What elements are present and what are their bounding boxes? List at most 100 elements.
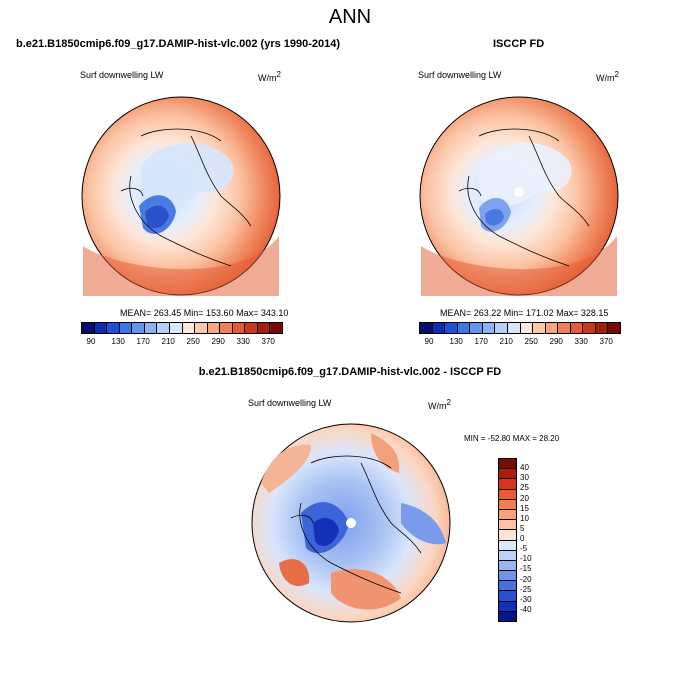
colorbar-tick-label: 0 xyxy=(520,534,525,543)
colorbar-swatch xyxy=(499,560,516,572)
colorbar-swatch xyxy=(157,323,170,333)
panel3-field-label: Surf downwelling LW xyxy=(248,398,332,408)
colorbar-swatch xyxy=(533,323,546,333)
colorbar-swatch xyxy=(257,323,271,333)
colorbar-tick-label: 250 xyxy=(186,337,200,346)
colorbar-tick-label: 130 xyxy=(111,337,125,346)
panel1-stats: MEAN= 263.45 Min= 153.60 Max= 343.10 xyxy=(120,308,289,318)
colorbar-swatch xyxy=(457,323,471,333)
colorbar-swatch xyxy=(570,323,584,333)
colorbar-tick-label: 5 xyxy=(520,523,525,533)
colorbar-tick-label: 130 xyxy=(449,337,463,346)
colorbar-swatch xyxy=(144,323,158,333)
colorbar-tick-label: 30 xyxy=(520,473,529,483)
colorbar-swatch xyxy=(608,323,620,333)
colorbar-swatch xyxy=(499,530,516,541)
panel1-heading: b.e21.B1850cmip6.f09_g17.DAMIP-hist-vlc.… xyxy=(16,38,341,50)
colorbar-swatch xyxy=(499,591,516,602)
panel1-units: W/m2 xyxy=(258,70,281,83)
colorbar-tick-label: 370 xyxy=(261,337,275,346)
colorbar-tick-label: 210 xyxy=(499,337,513,346)
panel2-colorbar xyxy=(419,322,621,334)
colorbar-tick-label: -15 xyxy=(520,564,532,574)
colorbar-tick-label: 210 xyxy=(161,337,175,346)
colorbar-swatch xyxy=(182,323,196,333)
colorbar-tick-label: 250 xyxy=(524,337,538,346)
colorbar-tick-label: -5 xyxy=(520,544,528,554)
colorbar-swatch xyxy=(499,611,516,621)
panel1-map xyxy=(81,96,281,296)
colorbar-swatch xyxy=(499,479,516,490)
colorbar-tick-label: 40 xyxy=(520,463,529,473)
colorbar-tick-label: 90 xyxy=(86,337,96,346)
colorbar-tick-label: 90 xyxy=(424,337,434,346)
colorbar-swatch xyxy=(499,520,516,531)
colorbar-swatch xyxy=(545,323,559,333)
colorbar-swatch xyxy=(499,601,516,612)
colorbar-swatch xyxy=(245,323,258,333)
panel1-colorbar-labels: 90 130 170 210 250 290 330 370 xyxy=(81,337,281,349)
panel2-units: W/m2 xyxy=(596,70,619,83)
colorbar-tick-label: -30 xyxy=(520,594,532,604)
colorbar-tick-label: 25 xyxy=(520,483,529,493)
panel2-map xyxy=(419,96,619,296)
colorbar-swatch xyxy=(470,323,483,333)
colorbar-swatch xyxy=(499,459,516,470)
colorbar-swatch xyxy=(499,550,516,561)
colorbar-tick-label: 170 xyxy=(136,337,150,346)
panel1-field-label: Surf downwelling LW xyxy=(80,70,164,80)
colorbar-tick-label: -20 xyxy=(520,574,532,584)
panel3-heading: b.e21.B1850cmip6.f09_g17.DAMIP-hist-vlc.… xyxy=(198,366,502,378)
colorbar-swatch xyxy=(495,323,508,333)
colorbar-tick-label: 170 xyxy=(474,337,488,346)
colorbar-swatch xyxy=(232,323,246,333)
colorbar-swatch xyxy=(169,323,183,333)
colorbar-tick-label: 20 xyxy=(520,493,529,503)
colorbar-tick-label: -25 xyxy=(520,584,532,594)
colorbar-swatch xyxy=(499,581,516,592)
colorbar-swatch xyxy=(558,323,571,333)
colorbar-tick-label: 10 xyxy=(520,513,529,523)
panel1-colorbar xyxy=(81,322,283,334)
colorbar-tick-label: -10 xyxy=(520,554,532,564)
colorbar-swatch xyxy=(445,323,458,333)
colorbar-swatch xyxy=(82,323,95,333)
colorbar-swatch xyxy=(499,499,516,510)
colorbar-swatch xyxy=(520,323,534,333)
panel2-heading: ISCCP FD xyxy=(493,38,545,50)
colorbar-swatch xyxy=(583,323,596,333)
page-title: ANN xyxy=(328,6,372,28)
panel3-colorbar xyxy=(498,458,517,622)
colorbar-swatch xyxy=(195,323,208,333)
colorbar-swatch xyxy=(420,323,433,333)
colorbar-tick-label: -40 xyxy=(520,604,532,614)
colorbar-swatch xyxy=(207,323,221,333)
colorbar-swatch xyxy=(499,509,516,521)
panel2-field-label: Surf downwelling LW xyxy=(418,70,502,80)
colorbar-swatch xyxy=(107,323,120,333)
colorbar-swatch xyxy=(499,469,516,480)
colorbar-tick-label: 370 xyxy=(599,337,613,346)
panel3-units: W/m2 xyxy=(428,398,451,411)
colorbar-swatch xyxy=(432,323,446,333)
colorbar-swatch xyxy=(220,323,233,333)
panel3-map xyxy=(251,423,451,623)
colorbar-swatch xyxy=(132,323,145,333)
colorbar-tick-label: 330 xyxy=(574,337,588,346)
colorbar-swatch xyxy=(507,323,521,333)
colorbar-swatch xyxy=(595,323,609,333)
colorbar-swatch xyxy=(270,323,282,333)
panel2-colorbar-labels: 90 130 170 210 250 290 330 370 xyxy=(419,337,619,349)
panel3-colorbar-labels: 40 30 25 20 15 10 5 0 -5 -10 -15 -20 -25 -30 -40 xyxy=(520,458,550,620)
colorbar-tick-label: 290 xyxy=(211,337,225,346)
colorbar-swatch xyxy=(499,571,516,582)
colorbar-tick-label: 330 xyxy=(236,337,250,346)
colorbar-swatch xyxy=(119,323,133,333)
colorbar-swatch xyxy=(499,540,516,551)
colorbar-tick-label: 290 xyxy=(549,337,563,346)
colorbar-tick-label: 15 xyxy=(520,503,529,513)
colorbar-swatch xyxy=(499,489,516,500)
colorbar-swatch xyxy=(482,323,496,333)
panel3-stats: MIN = -52.80 MAX = 28.20 xyxy=(464,434,560,443)
panel2-stats: MEAN= 263.22 Min= 171.02 Max= 328.15 xyxy=(440,308,609,318)
